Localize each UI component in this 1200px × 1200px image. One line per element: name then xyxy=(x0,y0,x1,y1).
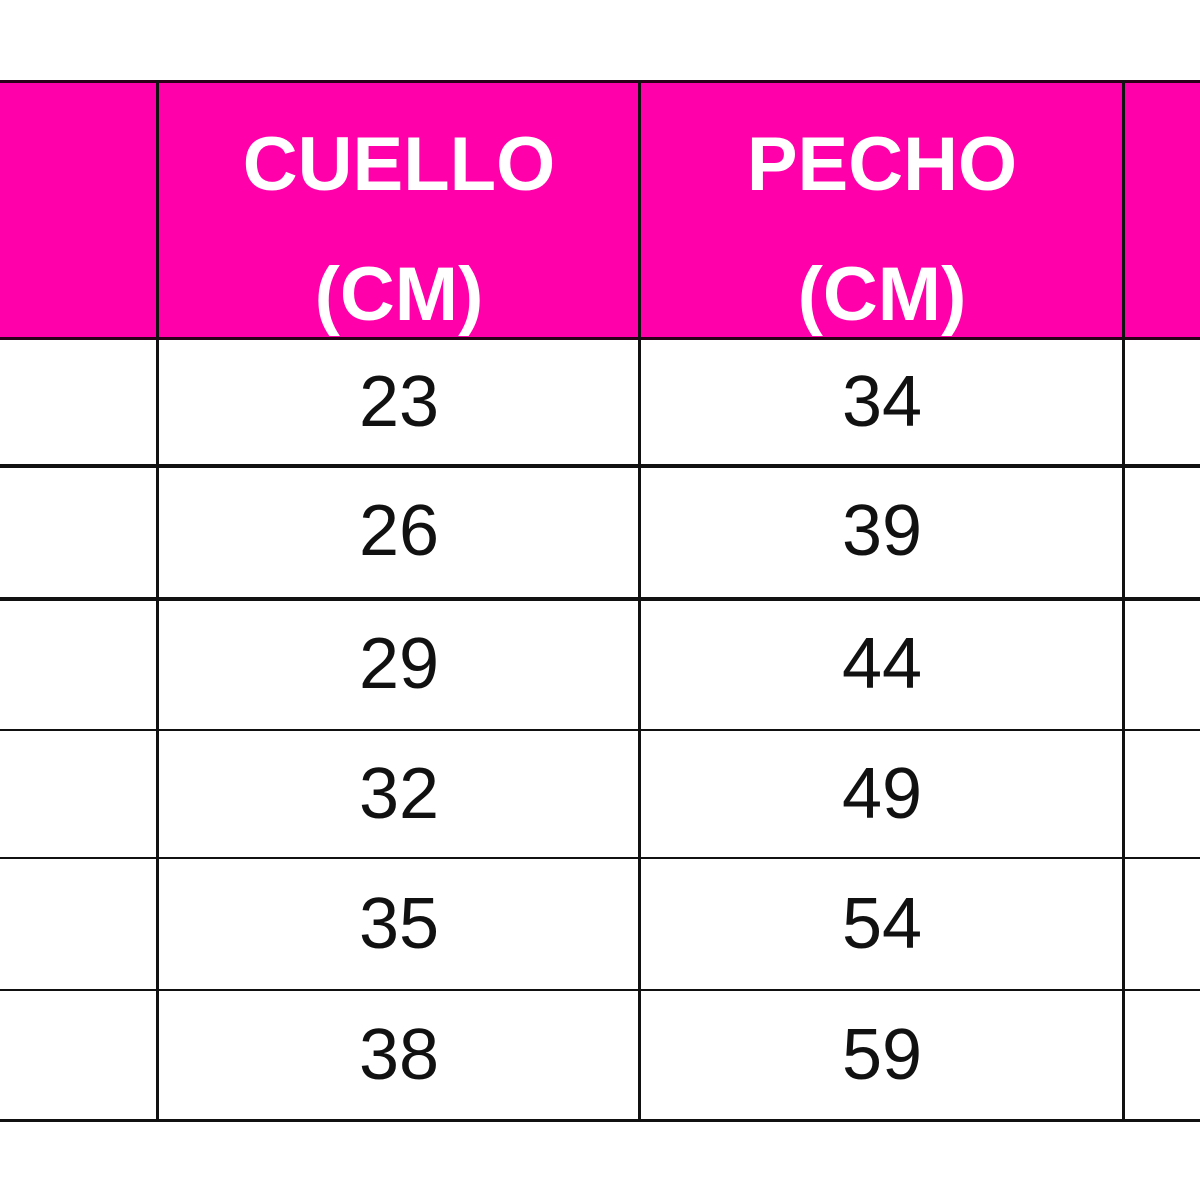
cell-cuello: 26 xyxy=(358,491,440,571)
header-cuello-label: CUELLO xyxy=(242,122,556,207)
header-pecho-label: PECHO xyxy=(746,122,1018,207)
row-divider xyxy=(0,464,1200,468)
cell-pecho: 49 xyxy=(841,754,923,834)
cell-pecho: 39 xyxy=(841,491,923,571)
cell-cuello: 35 xyxy=(358,884,440,964)
cell-cuello: 29 xyxy=(358,624,440,704)
row-divider xyxy=(0,597,1200,601)
column-divider xyxy=(156,80,159,1122)
column-divider xyxy=(638,80,641,1122)
column-divider xyxy=(1122,80,1125,1122)
header-pecho-unit: (CM) xyxy=(797,252,967,337)
cell-cuello: 32 xyxy=(358,754,440,834)
table-header-row xyxy=(0,80,1200,340)
cell-pecho: 44 xyxy=(841,624,923,704)
header-cuello-unit: (CM) xyxy=(314,252,484,337)
cell-cuello: 23 xyxy=(358,362,440,442)
cell-pecho: 54 xyxy=(841,884,923,964)
header-pecho: PECHO (CM) xyxy=(641,100,1123,360)
row-divider xyxy=(0,1119,1200,1122)
cell-pecho: 34 xyxy=(841,362,923,442)
cell-cuello: 38 xyxy=(358,1015,440,1095)
row-divider xyxy=(0,989,1200,991)
header-cuello: CUELLO (CM) xyxy=(158,100,640,360)
row-divider xyxy=(0,729,1200,731)
cell-pecho: 59 xyxy=(841,1015,923,1095)
row-divider xyxy=(0,857,1200,859)
